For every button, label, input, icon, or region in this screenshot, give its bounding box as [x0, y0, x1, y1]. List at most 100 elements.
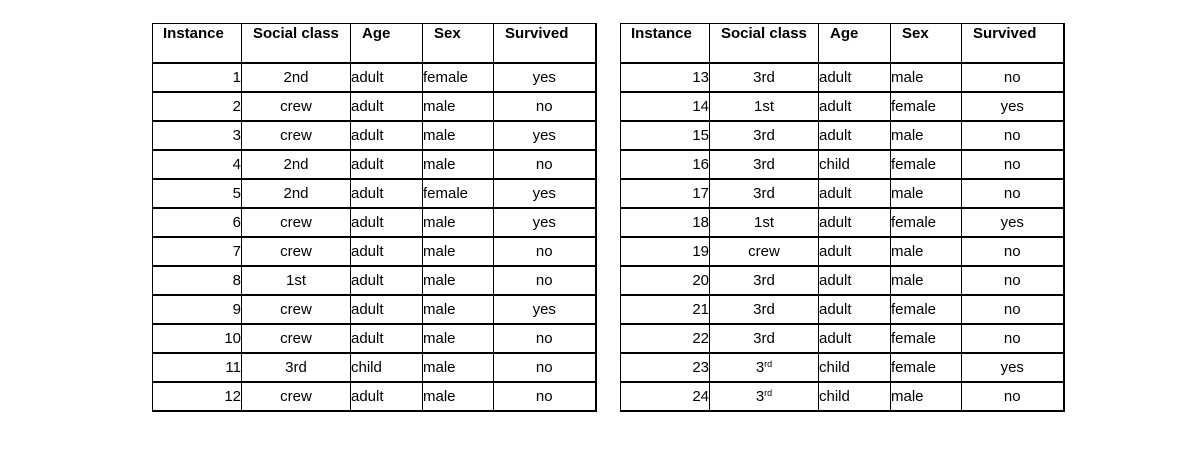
cell-sex-text: male	[423, 272, 456, 289]
cell-survived: yes	[493, 178, 596, 209]
cell-instance: 5	[152, 178, 242, 209]
table-row: 23 3rd child female yes	[620, 352, 1064, 383]
cell-survived-text: no	[535, 330, 553, 347]
table-row: 7 crew adult male no	[152, 236, 596, 267]
header-age: Age	[818, 23, 891, 64]
cell-instance-text: 24	[692, 388, 709, 405]
cell-age-text: child	[819, 359, 850, 376]
table-row: 12 crew adult male no	[152, 381, 596, 412]
cell-sex-text: female	[891, 301, 937, 318]
cell-survived-text: yes	[532, 127, 556, 144]
titanic-table-right: Instance Social class Age Sex Survived 1…	[620, 23, 1065, 412]
cell-social-class: 1st	[709, 91, 819, 122]
cell-sex: female	[890, 352, 962, 383]
cell-sex: male	[422, 120, 494, 151]
cell-instance-text: 8	[232, 272, 241, 289]
cell-survived-text: yes	[532, 185, 556, 202]
table-row: 22 3rd adult female no	[620, 323, 1064, 354]
cell-age: adult	[818, 236, 891, 267]
cell-survived-text: no	[535, 272, 553, 289]
cell-survived: no	[961, 323, 1064, 354]
cell-sex-text: female	[891, 156, 937, 173]
cell-age: child	[818, 381, 891, 412]
cell-sex-text: male	[423, 330, 456, 347]
cell-instance-text: 21	[692, 301, 709, 318]
cell-social-class-text: 3rd	[753, 330, 775, 347]
cell-sex: female	[890, 149, 962, 180]
cell-social-class-text: 1st	[285, 272, 306, 289]
cell-age: adult	[818, 265, 891, 296]
cell-age: child	[818, 149, 891, 180]
cell-age: adult	[818, 91, 891, 122]
cell-age-text: adult	[351, 156, 384, 173]
table-row: 11 3rd child male no	[152, 352, 596, 383]
cell-instance-text: 4	[232, 156, 241, 173]
cell-social-class: 3rd	[709, 149, 819, 180]
cell-survived-text: yes	[532, 69, 556, 86]
cell-instance: 24	[620, 381, 710, 412]
cell-social-class-text: 2nd	[283, 156, 309, 173]
cell-age-text: adult	[351, 214, 384, 231]
cell-survived-text: no	[1003, 272, 1021, 289]
cell-age-text: adult	[819, 214, 852, 231]
cell-age-text: adult	[351, 388, 384, 405]
cell-survived-text: yes	[532, 214, 556, 231]
cell-instance-text: 15	[692, 127, 709, 144]
cell-instance: 17	[620, 178, 710, 209]
cell-instance: 23	[620, 352, 710, 383]
cell-instance: 1	[152, 62, 242, 93]
ordinal-suffix: rd	[764, 359, 773, 369]
cell-age-text: adult	[819, 330, 852, 347]
cell-sex-text: male	[423, 301, 456, 318]
cell-age-text: adult	[351, 330, 384, 347]
cell-age: adult	[818, 120, 891, 151]
cell-age: adult	[350, 323, 423, 354]
cell-instance-text: 2	[232, 98, 241, 115]
cell-sex-text: female	[891, 359, 937, 376]
header-instance: Instance	[620, 23, 710, 64]
cell-age-text: adult	[351, 272, 384, 289]
cell-survived-text: no	[535, 359, 553, 376]
header-social-class: Social class	[241, 23, 351, 64]
table-row: 10 crew adult male no	[152, 323, 596, 354]
cell-social-class: crew	[241, 323, 351, 354]
table-row: 13 3rd adult male no	[620, 62, 1064, 93]
cell-survived: no	[493, 149, 596, 180]
cell-survived-text: no	[1003, 69, 1021, 86]
cell-instance-text: 7	[232, 243, 241, 260]
cell-sex-text: male	[423, 388, 456, 405]
cell-age: adult	[350, 149, 423, 180]
cell-survived-text: no	[535, 243, 553, 260]
cell-social-class-text: 3rd	[285, 359, 307, 376]
cell-sex: female	[890, 207, 962, 238]
cell-social-class: 3rd	[709, 323, 819, 354]
cell-survived: no	[961, 381, 1064, 412]
cell-social-class: 1st	[709, 207, 819, 238]
cell-sex: male	[890, 265, 962, 296]
cell-instance: 11	[152, 352, 242, 383]
cell-sex-text: male	[423, 127, 456, 144]
cell-social-class-text: 3rd	[753, 156, 775, 173]
cell-social-class-text: 3rd	[753, 127, 775, 144]
header-instance: Instance	[152, 23, 242, 64]
table-header-row: Instance Social class Age Sex Survived	[152, 23, 596, 64]
cell-instance: 4	[152, 149, 242, 180]
cell-instance: 20	[620, 265, 710, 296]
cell-sex: male	[422, 207, 494, 238]
cell-sex-text: male	[891, 127, 924, 144]
table-row: 24 3rd child male no	[620, 381, 1064, 412]
cell-age-text: adult	[351, 301, 384, 318]
cell-sex: male	[422, 91, 494, 122]
cell-social-class: 3rd	[709, 120, 819, 151]
cell-age-text: adult	[819, 272, 852, 289]
cell-survived: no	[961, 62, 1064, 93]
cell-survived-text: yes	[1000, 359, 1024, 376]
cell-instance: 9	[152, 294, 242, 325]
cell-sex: male	[890, 120, 962, 151]
cell-survived: no	[493, 352, 596, 383]
cell-social-class: 3rd	[709, 62, 819, 93]
cell-social-class: crew	[241, 120, 351, 151]
cell-age: adult	[350, 62, 423, 93]
cell-social-class-text: crew	[748, 243, 780, 260]
cell-age-text: child	[819, 156, 850, 173]
